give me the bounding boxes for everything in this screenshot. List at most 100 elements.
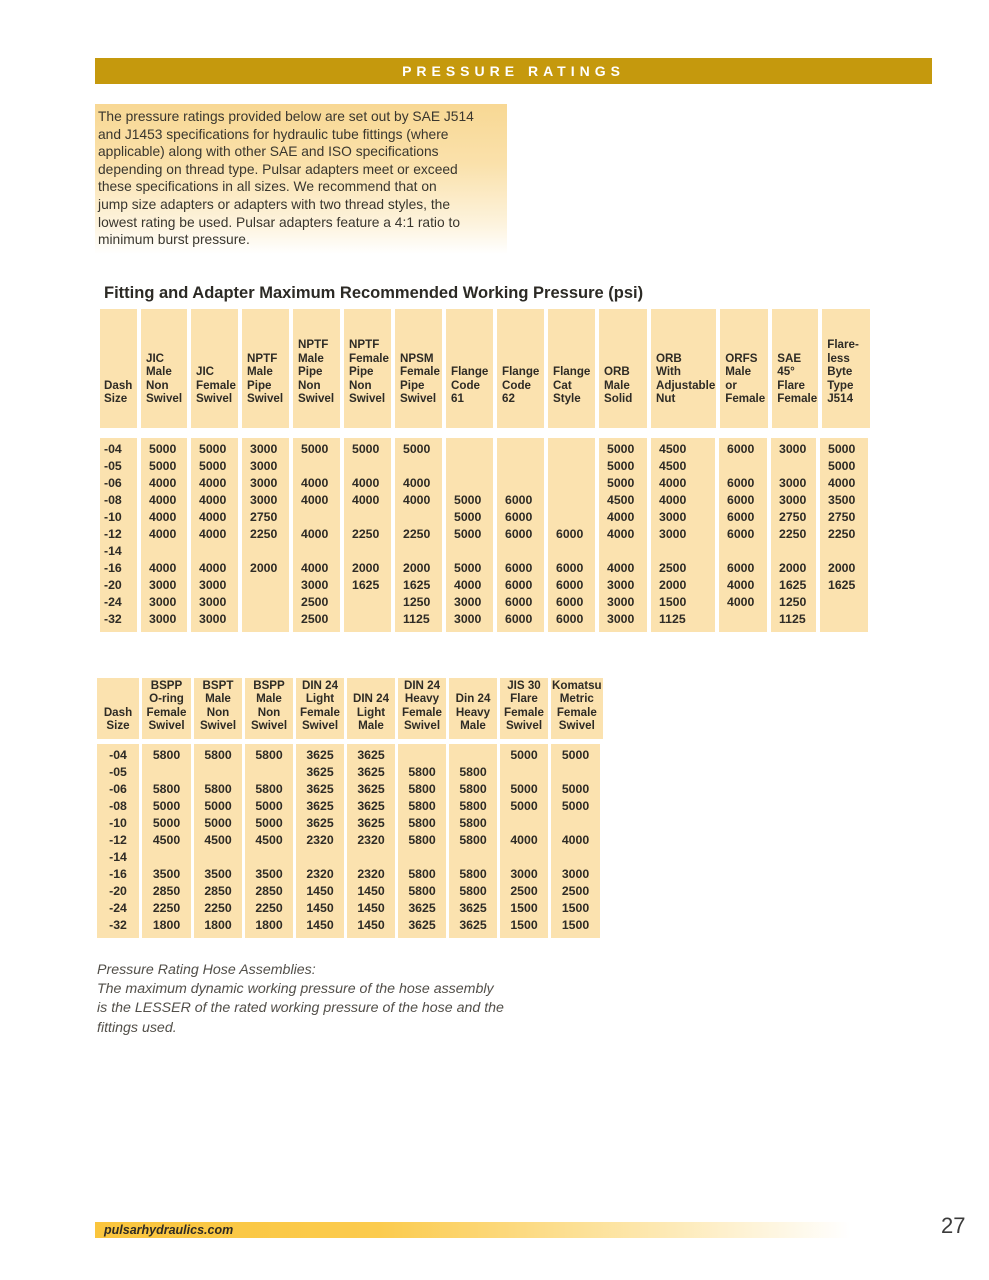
dash-size-cell: -06: [97, 781, 139, 798]
pressure-value-cell: 6000: [548, 611, 595, 632]
pressure-value-cell: 4000: [293, 560, 340, 577]
pressure-value-cell: 1500: [500, 900, 548, 917]
pressure-value-cell: 2000: [651, 577, 715, 594]
pressure-value-cell: 5000: [245, 815, 293, 832]
pressure-value-cell: 4000: [293, 475, 340, 492]
pressure-value-cell: 2500: [500, 883, 548, 900]
column-header: DIN 24 Light Male: [347, 678, 395, 739]
pressure-value-cell: 2500: [551, 883, 600, 900]
pressure-value-cell: 3000: [599, 611, 647, 632]
table-row: -06 4000 4000 3000 4000 4000 4000 5000 4000 6000 3…: [100, 475, 868, 492]
pressure-value-cell: 5000: [142, 815, 191, 832]
pressure-value-cell: 1450: [347, 900, 395, 917]
pressure-value-cell: 5000: [500, 744, 548, 764]
dash-size-cell: -24: [100, 594, 137, 611]
pressure-value-cell: 3000: [141, 594, 187, 611]
table-row: -20 3000 3000 3000 1625 1625 4000 6000 6000 3000 2…: [100, 577, 868, 594]
pressure-value-cell: 3000: [771, 438, 816, 458]
pressure-value-cell: 3000: [599, 594, 647, 611]
pressure-value-cell: 1500: [551, 917, 600, 938]
pressure-value-cell: 5000: [293, 438, 340, 458]
table-row: -20 2850 2850 2850 1450 1450 5800 5800 2500 2500: [97, 883, 600, 900]
pressure-value-cell: [141, 543, 187, 560]
pressure-value-cell: 6000: [497, 492, 544, 509]
pressure-value-cell: 4000: [141, 526, 187, 543]
pressure-value-cell: 1800: [194, 917, 242, 938]
pressure-value-cell: 6000: [719, 475, 767, 492]
pressure-value-cell: 4500: [651, 458, 715, 475]
pressure-value-cell: 3000: [242, 438, 289, 458]
pressure-value-cell: 3625: [398, 900, 446, 917]
pressure-value-cell: 3000: [446, 594, 493, 611]
pressure-value-cell: 4000: [141, 492, 187, 509]
intro-line: The pressure ratings provided below are …: [98, 109, 474, 124]
footer-bar: pulsarhydraulics.com: [95, 1222, 907, 1238]
pressure-value-cell: 2500: [293, 611, 340, 632]
pressure-value-cell: 6000: [497, 509, 544, 526]
pressure-value-cell: [194, 849, 242, 866]
page-banner-title: PRESSURE RATINGS: [402, 63, 625, 79]
pressure-value-cell: [245, 764, 293, 781]
pressure-value-cell: 3625: [347, 781, 395, 798]
dash-size-cell: -32: [97, 917, 139, 938]
pressure-value-cell: 1625: [771, 577, 816, 594]
table-row: -32 1800 1800 1800 1450 1450 3625 3625 1500 1500: [97, 917, 600, 938]
pressure-value-cell: 4000: [719, 577, 767, 594]
pressure-value-cell: 3000: [500, 866, 548, 883]
pressure-value-cell: 3500: [820, 492, 868, 509]
column-header: Flange Code 61: [446, 309, 493, 428]
dash-size-cell: -10: [100, 509, 137, 526]
table-body: -04 5000 5000 3000 5000 5000 5000 5000 4500 6000 3…: [96, 438, 872, 632]
pressure-value-cell: 4000: [599, 560, 647, 577]
pressure-value-cell: 3000: [446, 611, 493, 632]
dash-size-cell: -08: [100, 492, 137, 509]
pressure-value-cell: 4000: [141, 475, 187, 492]
pressure-value-cell: 3000: [599, 577, 647, 594]
pressure-value-cell: [142, 849, 191, 866]
pressure-value-cell: 5800: [449, 781, 497, 798]
column-header: ORB With Adjustable Nut: [651, 309, 717, 428]
table-row: -24 3000 3000 2500 1250 3000 6000 6000 3000 1500 4…: [100, 594, 868, 611]
pressure-value-cell: [446, 458, 493, 475]
pressure-value-cell: 4500: [194, 832, 242, 849]
pressure-value-cell: [142, 764, 191, 781]
pressure-value-cell: 4500: [599, 492, 647, 509]
pressure-value-cell: 5000: [191, 458, 238, 475]
pressure-value-cell: 3625: [347, 744, 395, 764]
pressure-value-cell: 6000: [719, 492, 767, 509]
column-header: Komatsu Metric Female Swivel: [551, 678, 603, 739]
pressure-value-cell: 3000: [551, 866, 600, 883]
pressure-value-cell: [293, 509, 340, 526]
table-row: -24 2250 2250 2250 1450 1450 3625 3625 1500 1500: [97, 900, 600, 917]
pressure-value-cell: 3000: [191, 594, 238, 611]
column-header: NPTF Female Pipe Non Swivel: [344, 309, 391, 428]
pressure-value-cell: 5000: [599, 458, 647, 475]
pressure-value-cell: 6000: [548, 594, 595, 611]
pressure-value-cell: 5000: [141, 458, 187, 475]
column-header: Flange Cat Style: [548, 309, 595, 428]
pressure-value-cell: 3625: [296, 764, 344, 781]
pressure-value-cell: [497, 475, 544, 492]
pressure-value-cell: [651, 543, 715, 560]
pressure-value-cell: 2250: [395, 526, 442, 543]
column-header: Flange Code 62: [497, 309, 544, 428]
pressure-value-cell: 5000: [820, 458, 868, 475]
pressure-value-cell: 6000: [497, 594, 544, 611]
pressure-value-cell: 1450: [347, 883, 395, 900]
pressure-value-cell: 3000: [242, 492, 289, 509]
pressure-value-cell: 6000: [497, 560, 544, 577]
pressure-value-cell: 3000: [651, 526, 715, 543]
column-header: JIC Female Swivel: [191, 309, 238, 428]
pressure-value-cell: 4000: [344, 475, 391, 492]
pressure-value-cell: 1500: [500, 917, 548, 938]
column-header: ORFS Male or Female: [720, 309, 769, 428]
pressure-value-cell: 6000: [497, 526, 544, 543]
pressure-value-cell: 2750: [771, 509, 816, 526]
pressure-value-cell: 4000: [500, 832, 548, 849]
dash-size-cell: -04: [97, 744, 139, 764]
table-row: -04 5000 5000 3000 5000 5000 5000 5000 4500 6000 3…: [100, 438, 868, 458]
pressure-value-cell: [446, 543, 493, 560]
pressure-value-cell: 5000: [551, 798, 600, 815]
pressure-value-cell: [497, 458, 544, 475]
pressure-value-cell: 2250: [820, 526, 868, 543]
